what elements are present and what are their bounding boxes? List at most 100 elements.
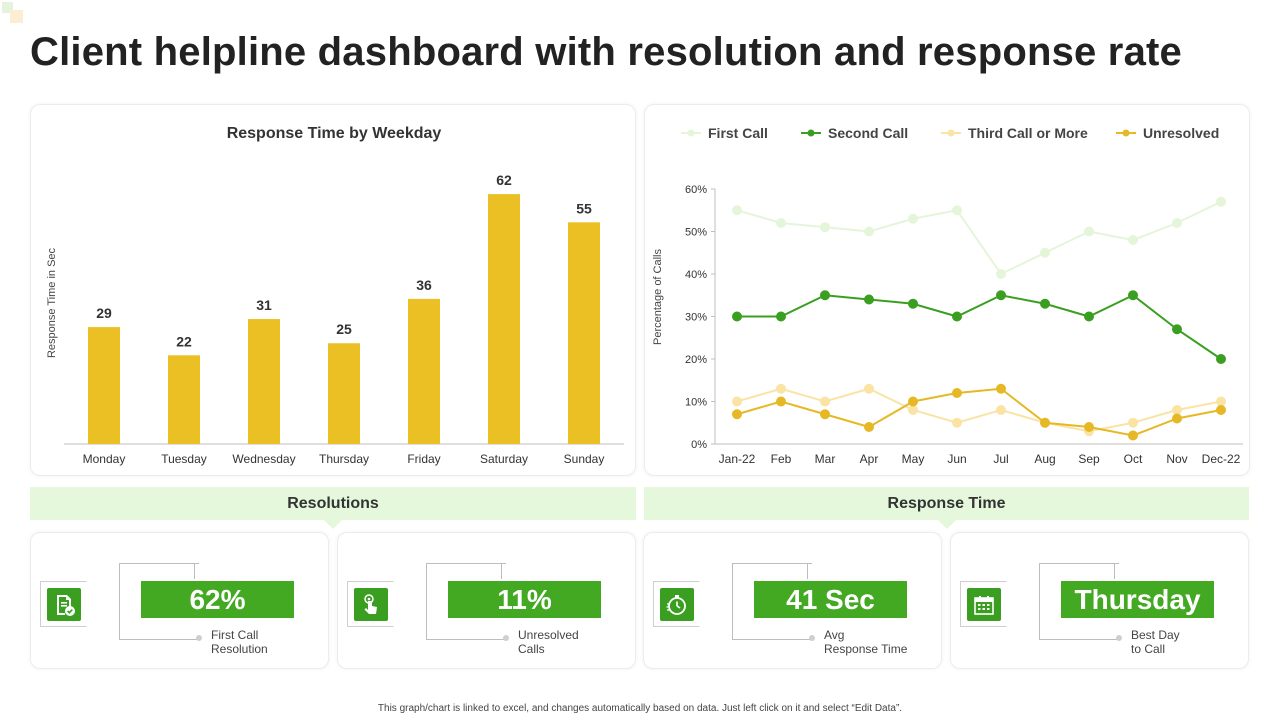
bar-data-label: 25 [336,321,352,337]
series-point [820,222,830,233]
document-check-icon [47,588,81,621]
response-time-header-label: Response Time [887,495,1006,512]
kpi-icon-frame [347,581,394,627]
series-point [1216,196,1226,207]
kpi-connector [119,563,199,640]
kpi-first-call-resolution: 62% First Call Resolution [30,532,329,669]
series-point [864,226,874,237]
x-tick-label: Jan-22 [719,452,756,466]
bar-chart-y-axis-label: Response Time in Sec [46,247,58,358]
x-tick-label: Jun [947,452,966,466]
kpi-icon-frame [653,581,700,627]
series-point [1128,430,1138,441]
bar-data-label: 36 [416,277,432,293]
line-chart-y-axis-label: Percentage of Calls [652,249,664,345]
line-chart-card: 0% 10% 20% 30% 40% 50% 60% Percentage of Calls J… [644,104,1250,476]
series-point [820,409,830,420]
kpi-value: Thursday [1061,581,1214,618]
kpi-connector-dot [196,635,202,641]
series-point [996,290,1006,301]
kpi-connector-tick [807,563,808,579]
x-tick-label: Feb [771,452,792,466]
kpi-label-line: to Call [1131,642,1166,656]
series-point [1040,247,1050,258]
series-point [952,388,962,398]
bar [168,355,200,444]
series-point [1216,354,1226,364]
series-point [1172,413,1182,424]
kpi-connector-tick [194,563,195,579]
bar-chart-title: Response Time by Weekday [227,125,442,142]
bar-x-tick-label: Saturday [480,452,528,466]
page-title: Client helpline dashboard with resolutio… [30,30,1182,74]
kpi-label: First Call Resolution [211,628,268,656]
footnote: This graph/chart is linked to excel, and… [377,703,903,714]
stopwatch-icon [660,588,694,621]
y-tick-label: 0% [691,439,707,451]
series-point [1128,290,1138,301]
series-line [736,387,1222,433]
line-chart[interactable]: 0% 10% 20% 30% 40% 50% 60% Percentage of Calls J… [645,105,1251,477]
x-tick-label: Apr [860,452,879,466]
bar [488,194,520,444]
bar-x-tick-label: Friday [407,452,440,466]
bar-chart-card: Response Time by Weekday Response Time in… [30,104,636,476]
bar-data-label: 62 [496,172,512,188]
bar [248,319,280,444]
y-tick-label: 50% [685,227,707,239]
y-tick-label: 40% [685,269,707,281]
bar-x-tick-label: Monday [83,452,126,466]
kpi-connector-tick [501,563,502,579]
kpi-best-day-to-call: Thursday Best Day to Call [950,532,1249,669]
kpi-label-line: Avg [824,628,845,642]
legend-swatch-marker [807,129,815,137]
series-point [864,422,874,432]
x-tick-label: Sep [1078,452,1100,466]
resolutions-header: Resolutions [30,487,636,529]
series-point [1128,417,1138,428]
series-point [1172,218,1182,228]
bar-x-tick-label: Tuesday [161,452,207,466]
legend-label: Unresolved [1143,125,1219,141]
y-tick-label: 20% [685,354,707,366]
kpi-value: 41 Sec [754,581,907,618]
series-point [908,213,918,224]
kpi-connector-dot [503,635,509,641]
calendar-icon [967,588,1001,621]
header-notch [324,520,342,529]
x-tick-label: Nov [1166,452,1187,466]
bar-x-tick-label: Thursday [319,452,369,466]
kpi-avg-response-time: 41 Sec Avg Response Time [643,532,942,669]
bar-x-tick-label: Sunday [564,452,605,466]
legend-label: Third Call or More [968,125,1088,141]
kpi-icon-frame [960,581,1007,627]
series-point [1040,417,1050,428]
series-point [776,311,786,322]
series-line [736,200,1222,276]
series-point [732,205,742,216]
series-point [1084,422,1094,432]
legend-swatch-marker [1122,129,1130,137]
kpi-value: 62% [141,581,294,618]
series-point [1216,405,1226,415]
bar [568,222,600,444]
series-point [820,290,830,301]
series-line [737,294,1222,360]
series-point [952,205,962,216]
series-point [996,405,1006,415]
bar-data-label: 55 [576,200,592,216]
legend-label: Second Call [828,125,908,141]
kpi-label: Unresolved Calls [518,628,579,656]
x-tick-label: Jul [993,452,1008,466]
kpi-label-line: Calls [518,642,545,656]
series-point [1216,396,1226,407]
kpi-label-line: Unresolved [518,628,579,642]
series-point [952,311,962,322]
bar-data-label: 22 [176,333,192,349]
kpi-icon-frame [40,581,87,627]
kpi-connector [426,563,506,640]
resolutions-header-label: Resolutions [287,495,379,512]
bar-chart[interactable]: Response Time by Weekday Response Time in… [31,105,637,477]
series-point [732,311,742,322]
x-tick-label: Aug [1034,452,1055,466]
